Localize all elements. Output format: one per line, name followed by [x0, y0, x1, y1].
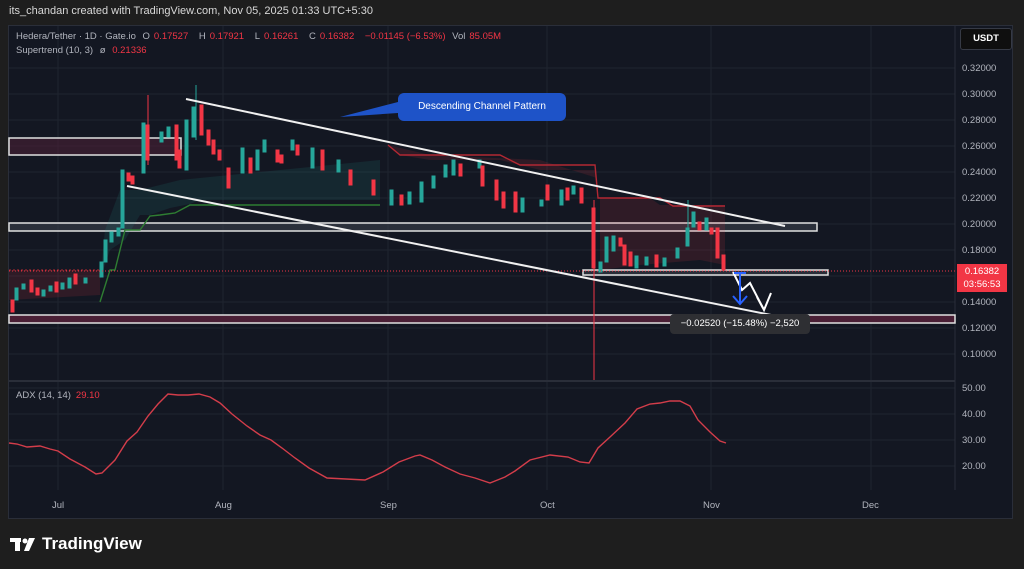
channel-lower-line — [126, 185, 787, 319]
descending-channel-callout[interactable]: Descending Channel Pattern — [398, 93, 566, 121]
brand-name: TradingView — [42, 534, 142, 553]
visibility-icon[interactable]: ø — [99, 45, 106, 56]
candles — [10, 85, 726, 380]
price-tick: 0.22000 — [962, 193, 997, 204]
current-price: 0.16382 — [964, 266, 1000, 277]
adx-label[interactable]: ADX (14, 14) — [16, 390, 71, 401]
supertrend-value: 0.21336 — [112, 45, 147, 56]
close-value: 0.16382 — [319, 31, 355, 42]
adx-tick: 50.00 — [962, 383, 986, 394]
price-tick: 0.18000 — [962, 245, 997, 256]
channel-upper-line — [185, 98, 786, 227]
adx-line — [8, 393, 727, 484]
price-tick: 0.28000 — [962, 115, 997, 126]
symbol-label[interactable]: Hedera/Tether · 1D · Gate.io — [16, 31, 136, 42]
measure-label[interactable]: −0.02520 (−15.48%) −2,520 — [670, 314, 810, 334]
tradingview-logo-icon — [10, 538, 35, 551]
volume-value: 85.05M — [469, 31, 502, 42]
adx-legend: ADX (14, 14) 29.10 — [16, 390, 100, 401]
chart-panel[interactable] — [8, 25, 1013, 519]
bar-countdown: 03:56:53 — [963, 279, 1001, 290]
time-tick: Dec — [862, 500, 879, 511]
currency-button[interactable]: USDT — [960, 28, 1012, 50]
supertrend-label[interactable]: Supertrend (10, 3) — [16, 45, 94, 56]
price-tick: 0.32000 — [962, 63, 997, 74]
time-tick: Oct — [540, 500, 555, 511]
chart-credit: its_chandan created with TradingView.com… — [9, 5, 373, 17]
resistance-zone — [8, 137, 182, 156]
current-price-tag: 0.16382 03:56:53 — [957, 264, 1007, 292]
change-value: −0.01145 (−6.53%) — [364, 31, 446, 42]
price-tick: 0.12000 — [962, 323, 997, 334]
price-tick: 0.26000 — [962, 141, 997, 152]
high-value: 0.17921 — [209, 31, 245, 42]
price-tick: 0.10000 — [962, 349, 997, 360]
target-zone — [8, 314, 956, 324]
supertrend-down — [387, 144, 725, 207]
projection-path — [732, 271, 764, 309]
adx-tick: 30.00 — [962, 435, 986, 446]
adx-value: 29.10 — [75, 390, 100, 401]
adx-tick: 40.00 — [962, 409, 986, 420]
price-tick: 0.30000 — [962, 89, 997, 100]
price-tick: 0.14000 — [962, 297, 997, 308]
low-value: 0.16261 — [264, 31, 299, 42]
time-tick: Aug — [215, 500, 232, 511]
open-value: 0.17527 — [153, 31, 189, 42]
time-tick: Nov — [703, 500, 720, 511]
tradingview-logo[interactable]: TradingView — [10, 534, 142, 554]
price-tick: 0.20000 — [962, 219, 997, 230]
adx-tick: 20.00 — [962, 461, 986, 472]
mid-zone — [8, 222, 818, 232]
time-tick: Jul — [52, 500, 65, 511]
supertrend-up — [99, 204, 380, 303]
time-tick: Sep — [380, 500, 397, 511]
support-zone — [582, 269, 829, 276]
price-tick: 0.24000 — [962, 167, 997, 178]
